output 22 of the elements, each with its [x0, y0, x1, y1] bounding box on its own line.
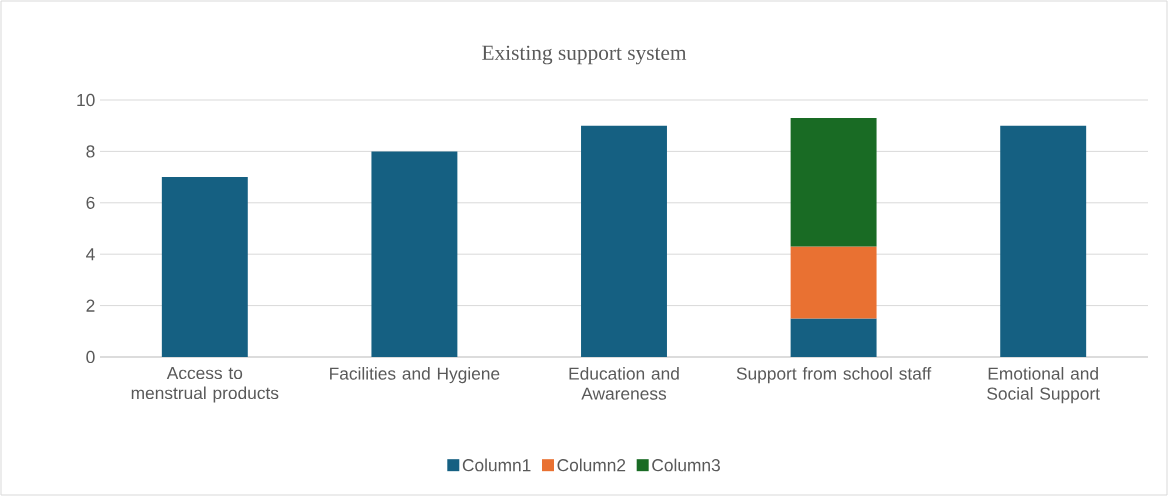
- bar: [581, 125, 667, 357]
- x-tick-label: Access to menstrual products: [131, 367, 279, 403]
- bar: [161, 177, 248, 357]
- y-tick-label: 8: [86, 145, 95, 158]
- y-tick-label: 4: [86, 248, 95, 261]
- bar: [1000, 125, 1087, 357]
- x-tick-label: Emotional and Social Support: [987, 367, 1100, 404]
- y-tick-label: 6: [86, 196, 95, 209]
- bar: [790, 117, 877, 247]
- bar: [790, 318, 877, 357]
- legend-label: Column1: [462, 458, 531, 472]
- y-tick-label: 0: [86, 350, 95, 364]
- x-tick-label: Support from school staff: [736, 367, 932, 384]
- bar: [790, 246, 877, 319]
- chart-title: Existing support system: [482, 45, 687, 65]
- legend-label: Column2: [557, 458, 626, 472]
- y-tick-label: 2: [86, 299, 95, 312]
- legend-label: Column3: [652, 458, 720, 472]
- bar: [371, 151, 458, 357]
- y-tick-label: 10: [77, 93, 95, 107]
- x-tick-label: Facilities and Hygiene: [330, 367, 500, 384]
- x-tick-label: Education and Awareness: [569, 367, 679, 400]
